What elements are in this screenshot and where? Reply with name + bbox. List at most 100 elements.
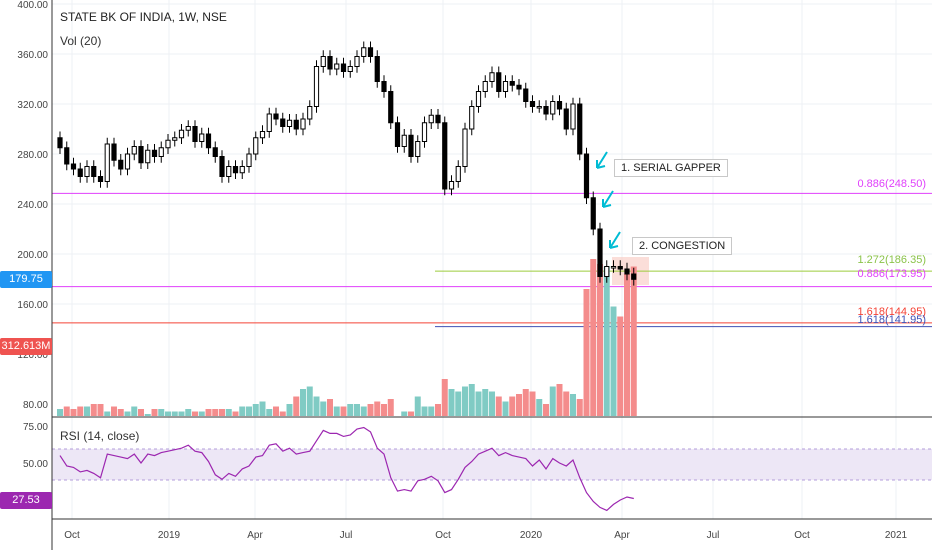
chart-title: STATE BK OF INDIA, 1W, NSE: [60, 10, 227, 24]
candle-body: [273, 113, 279, 120]
volume-bar: [252, 404, 259, 416]
volume-bar: [624, 274, 630, 416]
candle-body: [347, 66, 353, 72]
candle-body: [442, 122, 448, 190]
volume-bar: [468, 384, 475, 416]
candle-body: [536, 106, 542, 109]
rsi-label: RSI (14, close): [60, 429, 140, 443]
volume-bar: [90, 404, 97, 416]
candle-body: [509, 81, 515, 86]
price-tick-label: 240.00: [17, 200, 48, 211]
volume-bar: [131, 406, 138, 416]
candle-body: [286, 119, 293, 127]
volume-bar: [522, 389, 529, 416]
candle-body: [394, 122, 401, 147]
volume-bar: [414, 396, 421, 416]
congestion-annotation[interactable]: 2. CONGESTION: [632, 237, 733, 255]
volume-bar: [259, 401, 266, 416]
candle-body: [178, 129, 185, 139]
candle-body: [280, 118, 286, 127]
volume-bar: [435, 404, 441, 416]
volume-bar: [117, 409, 124, 416]
volume-tick-label: 80.00: [23, 400, 48, 411]
volume-bar: [84, 406, 90, 416]
price-tick-label: 360.00: [17, 50, 48, 61]
arrow-icon: [596, 151, 608, 169]
candle-body: [469, 106, 475, 130]
candle-body: [428, 114, 434, 124]
time-tick-label: Jul: [340, 530, 353, 541]
volume-bar: [313, 396, 320, 416]
volume-bar: [556, 384, 563, 416]
volume-bar: [70, 409, 77, 416]
volume-bar: [198, 411, 205, 416]
volume-bar: [590, 259, 597, 416]
candle-body: [361, 47, 367, 57]
time-tick-label: 2021: [885, 530, 908, 541]
candle-body: [367, 47, 374, 57]
time-tick-label: Apr: [614, 530, 630, 541]
volume-bar: [279, 411, 286, 416]
rsi-tick-label: 75.00: [23, 422, 48, 433]
volume-bar: [448, 389, 455, 416]
time-tick-label: 2020: [520, 530, 543, 541]
serial-gapper-annotation[interactable]: 1. SERIAL GAPPER: [614, 159, 728, 177]
volume-bar: [192, 411, 198, 416]
volume-bar: [151, 409, 158, 416]
candle-body: [489, 72, 495, 82]
rsi-series: [59, 426, 634, 512]
time-tick-label: Oct: [64, 530, 80, 541]
candle-body: [631, 273, 637, 280]
volume-bar: [597, 264, 603, 416]
volume-bar: [401, 411, 408, 416]
candle-body: [550, 101, 556, 115]
candle-body: [563, 108, 569, 130]
candle-body: [529, 101, 536, 107]
candle-body: [124, 153, 131, 170]
volume-bar: [232, 411, 239, 416]
volume-bar: [381, 404, 387, 416]
candle-body: [165, 139, 171, 149]
candle-body: [111, 143, 117, 161]
volume-bar: [630, 266, 637, 416]
volume-bar: [360, 406, 367, 416]
candle-body: [64, 147, 70, 165]
candle-body: [374, 56, 380, 82]
volume-bar: [225, 409, 232, 416]
volume-bar: [293, 396, 300, 416]
candle-body: [70, 163, 77, 170]
candle-body: [421, 122, 428, 142]
candle-body: [138, 146, 144, 164]
volume-bar: [171, 411, 178, 416]
volume-bar: [205, 409, 212, 416]
volume-bar: [286, 404, 293, 416]
volume-bar: [583, 289, 590, 416]
rsi-band: [52, 449, 932, 480]
candle-body: [334, 63, 340, 70]
volume-bar: [603, 266, 610, 416]
candle-body: [57, 137, 63, 149]
annotation-arrows: [596, 151, 621, 249]
candle-body: [199, 133, 205, 142]
fib-label: 0.886(248.50): [857, 178, 927, 190]
candle-body: [327, 56, 333, 70]
candle-body: [415, 141, 421, 157]
volume-bar: [543, 404, 549, 416]
candle-body: [583, 153, 590, 199]
volume-bar: [502, 401, 509, 416]
candle-body: [408, 134, 414, 157]
volume-bar: [300, 389, 306, 416]
candle-body: [151, 149, 158, 157]
candle-body: [253, 137, 259, 155]
price-tick-label: 320.00: [17, 100, 48, 111]
volume-bar: [124, 411, 131, 416]
fib-label: 1.272(186.35): [857, 254, 927, 266]
rsi-line: [59, 426, 634, 512]
candle-body: [388, 91, 394, 124]
volume-bar: [536, 399, 543, 416]
volume-bar: [576, 399, 583, 416]
time-tick-label: 2019: [158, 530, 181, 541]
fib-label: 1.618(141.95): [857, 314, 927, 326]
candle-body: [246, 153, 252, 167]
candle-body: [212, 147, 218, 157]
